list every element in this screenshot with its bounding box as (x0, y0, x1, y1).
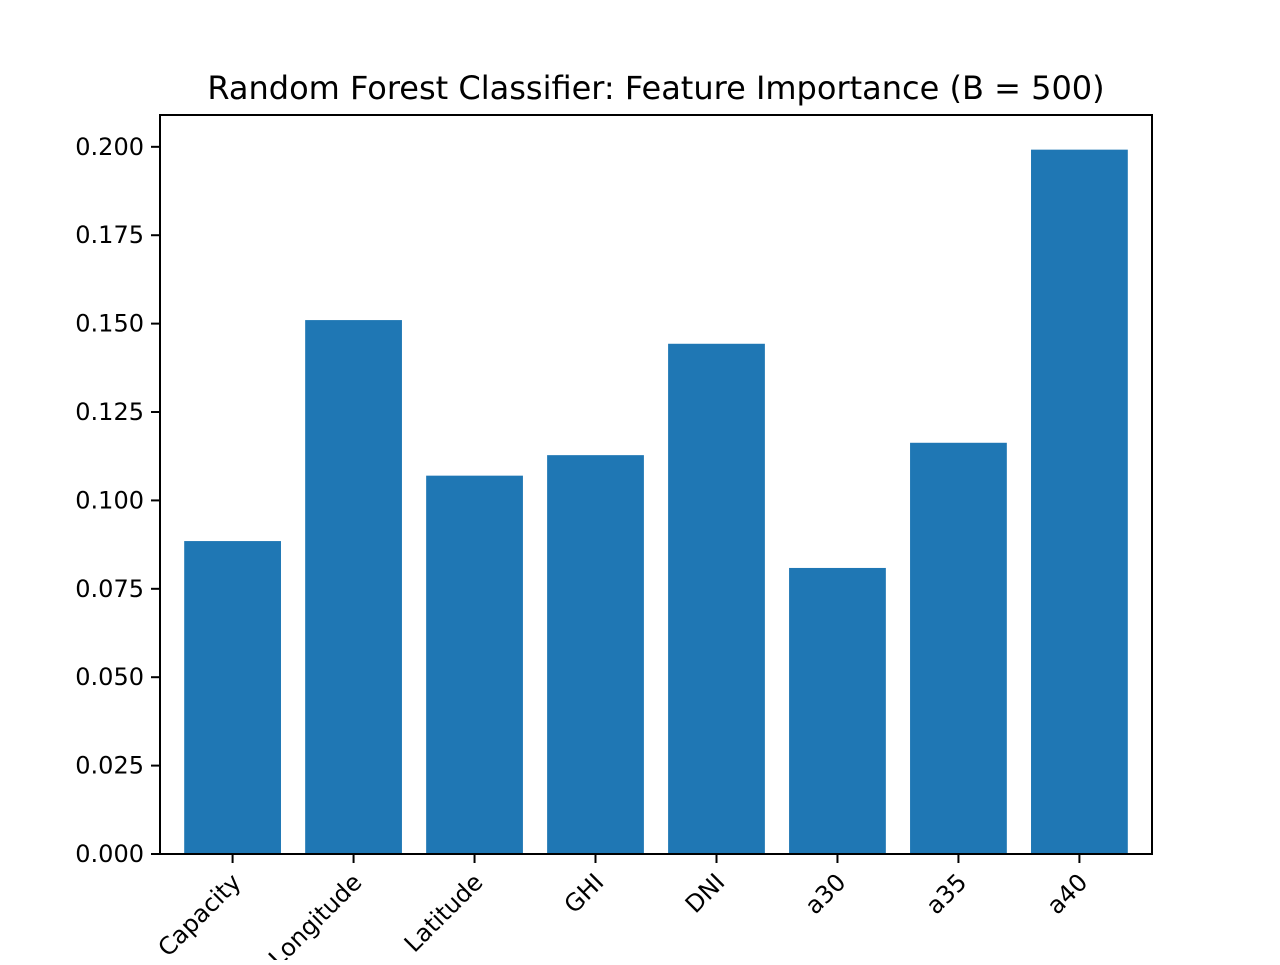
y-tick-label: 0.200 (75, 133, 144, 161)
chart-title: Random Forest Classifier: Feature Import… (207, 69, 1104, 107)
bar-a35 (910, 442, 1007, 854)
y-tick-label: 0.100 (75, 486, 144, 514)
x-axis: Capacity Longitude Latitude GHI DNI a30 a35 a40 (153, 854, 1094, 965)
x-tick-label-capacity: Capacity (153, 868, 247, 960)
bar-dni (668, 343, 765, 854)
x-tick-label-a35: a35 (921, 868, 973, 920)
y-tick-label: 0.025 (75, 752, 144, 780)
x-tick-label-a40: a40 (1042, 868, 1094, 920)
y-tick-label: 0.150 (75, 310, 144, 338)
bar-longitude (305, 320, 402, 855)
x-tick-label-a30: a30 (800, 868, 852, 920)
y-tick-label: 0.125 (75, 398, 144, 426)
x-tick-label-ghi: GHI (559, 868, 610, 919)
y-tick-label: 0.050 (75, 663, 144, 691)
y-axis: 0.000 0.025 0.050 0.075 0.100 0.125 0.150 0.175… (75, 133, 160, 868)
x-tick-label-dni: DNI (680, 868, 731, 919)
bars-layer (184, 149, 1128, 855)
bar-a30 (789, 567, 886, 854)
bar-ghi (547, 455, 644, 854)
plot-frame (159, 114, 1153, 855)
y-tick-label: 0.175 (75, 221, 144, 249)
x-tick-label-latitude: Latitude (399, 868, 489, 958)
y-tick-label: 0.075 (75, 575, 144, 603)
x-tick-label-longitude: Longitude (263, 868, 367, 960)
bar-capacity (184, 541, 281, 854)
y-tick-label: 0.000 (75, 840, 144, 868)
bar-a40 (1031, 149, 1128, 854)
bar-latitude (426, 475, 523, 854)
